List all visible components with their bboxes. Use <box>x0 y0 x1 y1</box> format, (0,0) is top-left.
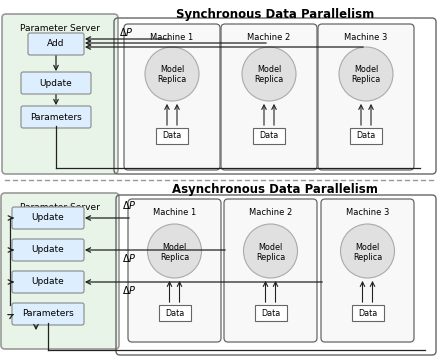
Text: Model: Model <box>162 242 187 252</box>
Text: Replica: Replica <box>160 253 189 261</box>
Circle shape <box>340 224 395 278</box>
Text: Update: Update <box>32 245 64 254</box>
FancyBboxPatch shape <box>12 239 84 261</box>
Text: Machine 2: Machine 2 <box>247 33 291 42</box>
FancyBboxPatch shape <box>12 303 84 325</box>
Text: Synchronous Data Parallelism: Synchronous Data Parallelism <box>176 8 374 21</box>
Text: Parameters: Parameters <box>22 310 74 318</box>
Text: Replica: Replica <box>254 76 284 85</box>
Text: Data: Data <box>261 309 280 318</box>
Text: Model: Model <box>257 65 281 74</box>
Text: Parameter Server: Parameter Server <box>20 24 100 33</box>
Text: Replica: Replica <box>353 253 382 261</box>
Circle shape <box>145 47 199 101</box>
Bar <box>159 305 191 321</box>
Text: Parameters: Parameters <box>30 113 82 122</box>
Text: Update: Update <box>32 277 64 286</box>
Text: Machine 3: Machine 3 <box>346 208 389 217</box>
FancyBboxPatch shape <box>12 271 84 293</box>
FancyBboxPatch shape <box>318 24 414 170</box>
FancyBboxPatch shape <box>321 199 414 342</box>
Text: Data: Data <box>162 131 182 140</box>
FancyBboxPatch shape <box>224 199 317 342</box>
FancyBboxPatch shape <box>2 14 118 174</box>
Text: Parameter Server: Parameter Server <box>20 203 100 212</box>
Circle shape <box>242 47 296 101</box>
FancyBboxPatch shape <box>21 106 91 128</box>
Bar <box>253 128 285 144</box>
Text: Data: Data <box>358 309 377 318</box>
Bar <box>350 128 382 144</box>
Text: Update: Update <box>32 213 64 223</box>
Bar <box>156 128 188 144</box>
Text: Add: Add <box>47 40 65 49</box>
FancyBboxPatch shape <box>221 24 317 170</box>
Text: Machine 1: Machine 1 <box>150 33 194 42</box>
Bar <box>254 305 286 321</box>
Text: Replica: Replica <box>351 76 381 85</box>
Text: $\Delta P$: $\Delta P$ <box>122 284 137 296</box>
FancyBboxPatch shape <box>21 72 91 94</box>
Text: Replica: Replica <box>157 76 187 85</box>
FancyBboxPatch shape <box>28 33 84 55</box>
FancyBboxPatch shape <box>12 207 84 229</box>
Circle shape <box>148 224 201 278</box>
Text: Machine 1: Machine 1 <box>153 208 196 217</box>
FancyBboxPatch shape <box>124 24 220 170</box>
Text: Replica: Replica <box>256 253 285 261</box>
Text: Model: Model <box>258 242 283 252</box>
Text: Model: Model <box>355 242 380 252</box>
Text: Asynchronous Data Parallelism: Asynchronous Data Parallelism <box>172 183 378 196</box>
Text: Data: Data <box>259 131 279 140</box>
Text: $\Delta P$: $\Delta P$ <box>122 252 137 264</box>
Circle shape <box>244 224 297 278</box>
Text: Update: Update <box>39 78 72 87</box>
Circle shape <box>339 47 393 101</box>
Text: Machine 3: Machine 3 <box>344 33 388 42</box>
Text: $\Delta P$: $\Delta P$ <box>119 26 134 38</box>
FancyBboxPatch shape <box>1 193 119 349</box>
Text: Data: Data <box>165 309 184 318</box>
Text: Model: Model <box>160 65 184 74</box>
Text: $\Delta P$: $\Delta P$ <box>122 199 137 211</box>
FancyBboxPatch shape <box>128 199 221 342</box>
Text: Data: Data <box>357 131 376 140</box>
Text: Machine 2: Machine 2 <box>249 208 292 217</box>
Bar <box>352 305 384 321</box>
Text: Model: Model <box>354 65 378 74</box>
